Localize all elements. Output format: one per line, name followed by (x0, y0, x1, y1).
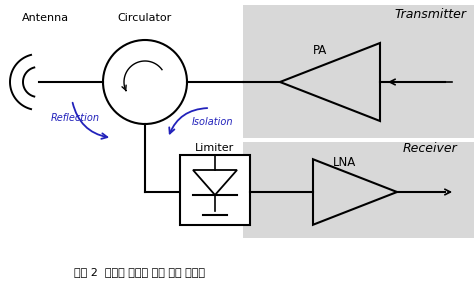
Text: Transmitter: Transmitter (394, 7, 466, 21)
Text: Limiter: Limiter (195, 143, 235, 153)
Text: PA: PA (313, 43, 327, 57)
Bar (180, 155, 250, 225)
Text: 그림 2  게이트 송신기 보호 회로 구성도: 그림 2 게이트 송신기 보호 회로 구성도 (74, 267, 206, 277)
Bar (243, 5, 474, 138)
Bar (243, 142, 474, 238)
Text: Receiver: Receiver (402, 142, 457, 154)
Text: Antenna: Antenna (21, 13, 69, 23)
Text: Isolation: Isolation (191, 117, 233, 127)
Text: LNA: LNA (333, 156, 356, 168)
Text: Reflection: Reflection (51, 113, 100, 123)
Text: Circulator: Circulator (118, 13, 172, 23)
